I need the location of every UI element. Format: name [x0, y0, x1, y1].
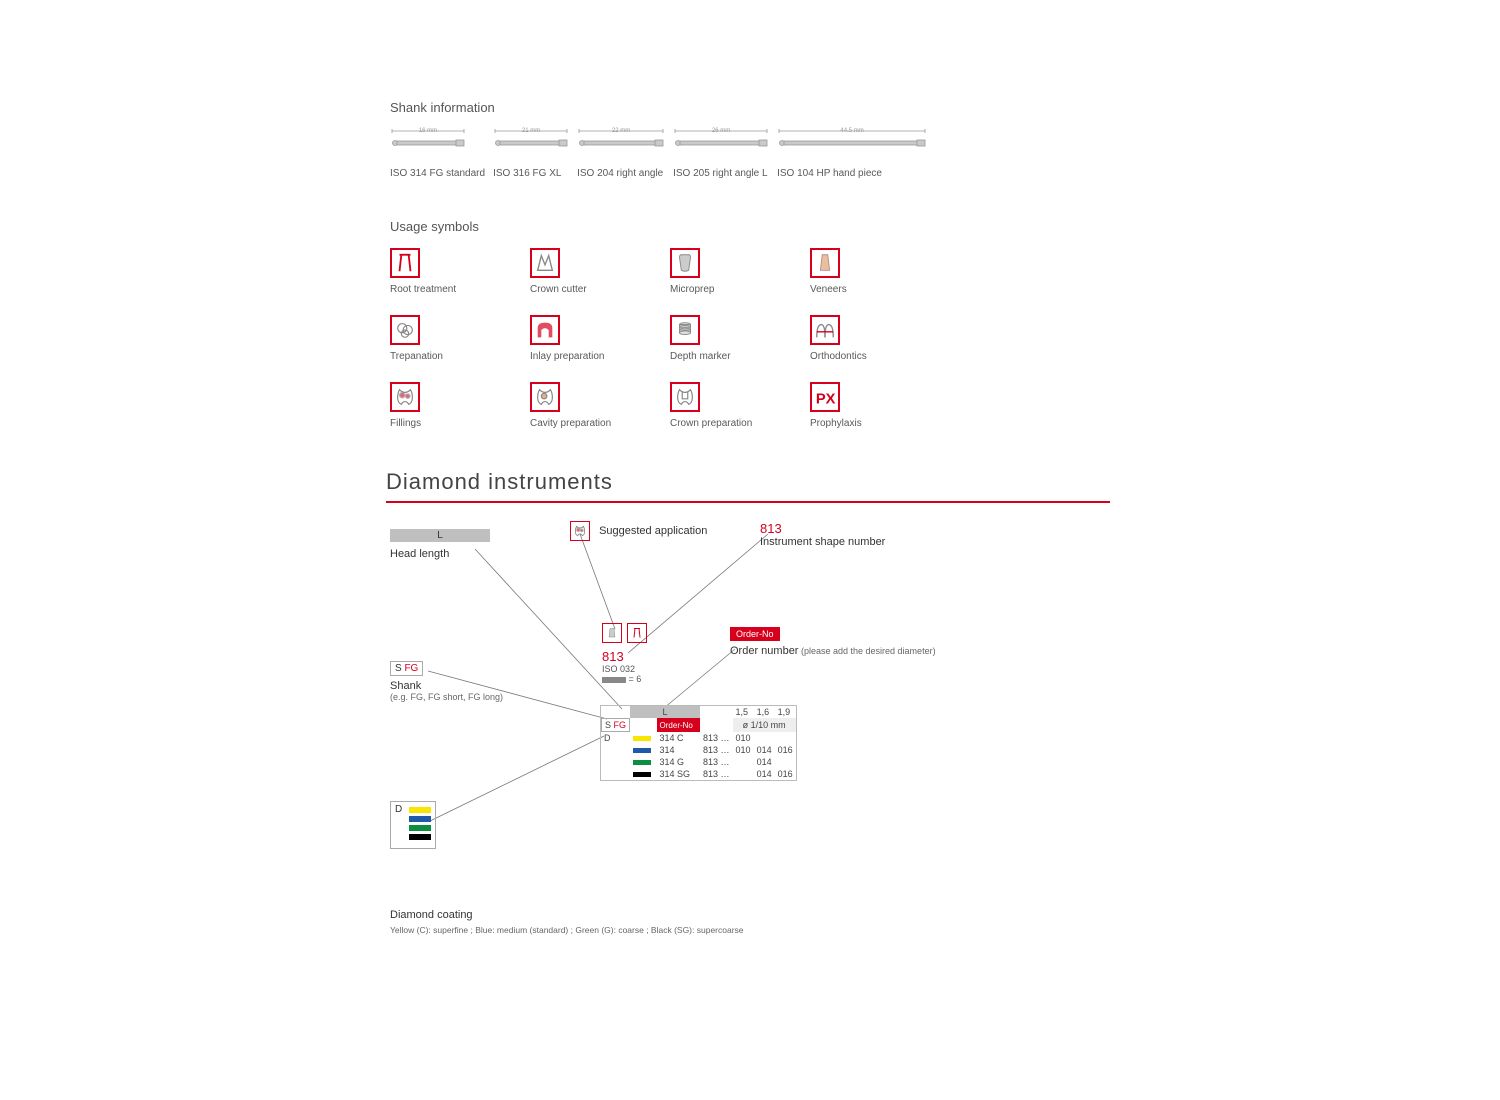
usage-label: Orthodontics	[810, 351, 950, 362]
d-swatch-box: D	[390, 801, 436, 849]
usage-label: Root treatment	[390, 284, 530, 295]
inlay-icon	[530, 315, 560, 345]
d-letter: D	[395, 804, 402, 815]
center-group: 813 ISO 032 = 6	[602, 623, 647, 684]
shank-item: 44.5 mm ISO 104 HP hand piece	[777, 129, 927, 179]
svg-text:PX: PX	[816, 391, 836, 407]
shank-row: 16 mm ISO 314 FG standard 21 mm ISO 316 …	[390, 129, 1110, 179]
order-table: L 1,51,61,9 S FG Order-No ø 1/10 mm D 31…	[600, 705, 797, 781]
usage-item: Depth marker	[670, 315, 810, 362]
trepanation-icon	[390, 315, 420, 345]
callout-shank: S FG Shank (e.g. FG, FG short, FG long)	[390, 661, 503, 702]
usage-item: PX Prophylaxis	[810, 382, 950, 429]
usage-item: Orthodontics	[810, 315, 950, 362]
usage-item: Microprep	[670, 248, 810, 295]
fillings-icon	[390, 382, 420, 412]
usage-label: Prophylaxis	[810, 418, 950, 429]
usage-item: Root treatment	[390, 248, 530, 295]
root-icon	[627, 623, 647, 643]
usage-label: Veneers	[810, 284, 950, 295]
usage-item: Fillings	[390, 382, 530, 429]
callout-order-number: Order-No Order number (please add the de…	[730, 627, 936, 657]
coating-swatch	[409, 807, 431, 813]
page-content: Shank information 16 mm ISO 314 FG stand…	[390, 100, 1110, 951]
cavity-icon	[530, 382, 560, 412]
callout-suggested-application: Suggested application	[570, 521, 707, 541]
order-number-label: Order number (please add the desired dia…	[730, 645, 936, 657]
usage-item: Trepanation	[390, 315, 530, 362]
usage-item: Cavity preparation	[530, 382, 670, 429]
crownprep-icon	[670, 382, 700, 412]
shank-sublabel: (e.g. FG, FG short, FG long)	[390, 692, 503, 702]
usage-label: Inlay preparation	[530, 351, 670, 362]
shank-item: 22 mm ISO 204 right angle	[577, 129, 665, 179]
shank-label: Shank	[390, 680, 503, 692]
callout-shape-number: 813 Instrument shape number	[760, 521, 885, 548]
usage-label: Crown preparation	[670, 418, 810, 429]
shape-number-label: Instrument shape number	[760, 536, 885, 548]
diamond-coating-label: Diamond coating	[390, 909, 744, 921]
microprep-icon	[602, 623, 622, 643]
shank-item: 21 mm ISO 316 FG XL	[493, 129, 569, 179]
shank-item: 16 mm ISO 314 FG standard	[390, 129, 485, 179]
usage-label: Trepanation	[390, 351, 530, 362]
shank-label: ISO 205 right angle L	[673, 168, 769, 179]
usage-label: Fillings	[390, 418, 530, 429]
shank-field: S FG	[390, 661, 423, 676]
diamond-explainer: L Head length Suggested application 813 …	[390, 521, 1110, 951]
coating-swatch	[409, 834, 431, 840]
diamond-instruments-heading: Diamond instruments	[386, 469, 1110, 503]
shape-number-value: 813	[760, 521, 885, 536]
center-iso: ISO 032	[602, 664, 647, 674]
suggested-application-label: Suggested application	[599, 525, 707, 537]
order-no-badge: Order-No	[730, 627, 780, 641]
usage-item: Crown cutter	[530, 248, 670, 295]
center-number: 813	[602, 649, 647, 664]
usage-label: Crown cutter	[530, 284, 670, 295]
shank-label: ISO 204 right angle	[577, 168, 665, 179]
ortho-icon	[810, 315, 840, 345]
px-icon: PX	[810, 382, 840, 412]
usage-item: Inlay preparation	[530, 315, 670, 362]
root-icon	[390, 248, 420, 278]
shank-label: ISO 316 FG XL	[493, 168, 569, 179]
coating-swatch	[409, 816, 431, 822]
coating-swatch	[409, 825, 431, 831]
center-eq: = 6	[602, 674, 647, 684]
veneers-icon	[810, 248, 840, 278]
diamond-coating-note: Yellow (C): superfine ; Blue: medium (st…	[390, 925, 744, 935]
usage-symbols-grid: Root treatment Crown cutter Microprep Ve…	[390, 248, 1110, 429]
microprep-icon	[670, 248, 700, 278]
usage-section-title: Usage symbols	[390, 219, 1110, 234]
usage-label: Depth marker	[670, 351, 810, 362]
usage-label: Microprep	[670, 284, 810, 295]
usage-item: Crown preparation	[670, 382, 810, 429]
callout-diamond-coating: D Diamond coating Yellow (C): superfine …	[390, 801, 744, 935]
usage-label: Cavity preparation	[530, 418, 670, 429]
shank-section-title: Shank information	[390, 100, 1110, 115]
shank-item: 26 mm ISO 205 right angle L	[673, 129, 769, 179]
shank-label: ISO 104 HP hand piece	[777, 168, 927, 179]
head-length-bar: L	[390, 529, 490, 542]
fillings-icon	[570, 521, 590, 541]
head-length-label: Head length	[390, 548, 490, 560]
depth-icon	[670, 315, 700, 345]
usage-item: Veneers	[810, 248, 950, 295]
shank-label: ISO 314 FG standard	[390, 168, 485, 179]
callout-head-length: L Head length	[390, 529, 490, 560]
crowncutter-icon	[530, 248, 560, 278]
